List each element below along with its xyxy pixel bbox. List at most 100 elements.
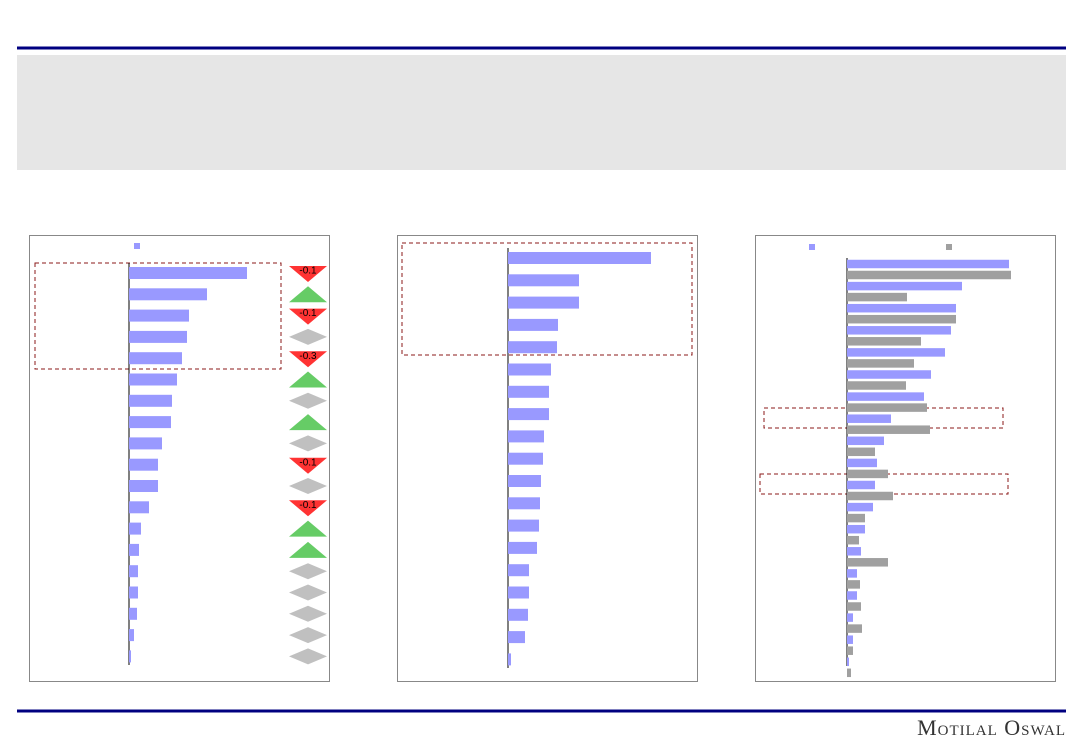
trend-label: -0.1	[299, 266, 317, 277]
highlight-box	[401, 242, 693, 356]
brand: Motilal Oswal	[917, 715, 1066, 740]
trend-marker	[289, 371, 327, 388]
bar	[508, 631, 525, 644]
bar	[847, 403, 927, 412]
trend-marker	[289, 286, 327, 303]
bar	[847, 425, 930, 434]
bar	[508, 541, 537, 554]
highlight-box	[34, 262, 282, 370]
bar	[847, 569, 857, 578]
trend-marker	[289, 648, 327, 665]
trend-marker	[289, 392, 327, 409]
trend-marker	[289, 266, 327, 282]
bar	[847, 613, 853, 622]
bar	[508, 475, 541, 487]
bar	[847, 270, 1011, 280]
bar	[847, 436, 884, 446]
bar	[129, 480, 158, 492]
bar	[129, 458, 158, 471]
bar	[129, 437, 162, 450]
bar	[129, 373, 177, 386]
bar	[508, 408, 549, 421]
bar	[847, 348, 945, 357]
bar	[847, 314, 956, 324]
trend-marker	[289, 351, 327, 368]
bar	[847, 547, 861, 556]
bar	[508, 497, 540, 510]
bar	[847, 303, 956, 313]
bar	[129, 565, 138, 578]
trend-marker	[289, 435, 327, 452]
bar	[847, 580, 860, 589]
bar	[129, 352, 182, 365]
legend-swatch	[134, 243, 140, 249]
bar	[508, 318, 558, 331]
bar	[847, 524, 865, 534]
bar	[129, 309, 189, 322]
bar	[129, 288, 207, 301]
bar	[508, 519, 539, 532]
bar	[847, 602, 861, 611]
bar	[129, 330, 187, 343]
bar	[508, 296, 579, 309]
trend-label: -0.1	[299, 457, 317, 468]
panel	[29, 235, 330, 682]
bar	[847, 392, 924, 401]
bar	[847, 657, 849, 667]
bar	[847, 558, 888, 567]
bar	[847, 359, 914, 368]
bar	[847, 469, 888, 479]
trend-marker	[289, 478, 327, 494]
bar	[508, 363, 551, 376]
bar	[847, 502, 873, 512]
bar	[847, 337, 921, 346]
bar	[847, 281, 962, 291]
bar	[129, 267, 247, 279]
bar	[129, 522, 141, 535]
bar	[508, 564, 529, 577]
bar	[129, 650, 131, 663]
trend-label: -0.1	[299, 500, 317, 511]
trend-label: -0.3	[299, 351, 317, 362]
bar	[847, 513, 865, 523]
bar	[508, 452, 543, 465]
trend-marker	[289, 563, 327, 580]
bar	[847, 458, 877, 468]
bar	[847, 480, 875, 490]
bar	[508, 274, 579, 287]
bar	[847, 370, 931, 379]
trend-marker	[289, 605, 327, 622]
bar	[847, 635, 853, 644]
bar	[847, 668, 851, 678]
bar	[508, 608, 528, 621]
bar	[129, 586, 138, 599]
bar	[129, 607, 137, 620]
legend-swatch	[946, 244, 952, 250]
bar	[129, 501, 149, 514]
trend-marker	[289, 584, 327, 601]
bar	[508, 252, 651, 264]
bar	[129, 416, 171, 429]
trend-marker	[289, 627, 327, 644]
bar	[847, 259, 1009, 269]
bar	[847, 624, 862, 633]
bar	[847, 381, 906, 390]
panel	[755, 235, 1056, 682]
trend-marker	[289, 328, 327, 345]
legend-swatch	[809, 244, 815, 250]
bar	[847, 646, 853, 655]
bar	[847, 326, 951, 335]
bar	[508, 341, 557, 354]
trend-label: -0.1	[299, 308, 317, 319]
trend-marker	[289, 520, 327, 537]
bar	[847, 292, 907, 302]
bar	[129, 543, 139, 556]
bar	[847, 535, 859, 545]
bar	[508, 385, 549, 398]
bar	[508, 430, 544, 443]
bar	[508, 653, 511, 666]
trend-marker	[289, 308, 327, 325]
bar	[847, 447, 875, 457]
trend-marker	[289, 541, 327, 558]
